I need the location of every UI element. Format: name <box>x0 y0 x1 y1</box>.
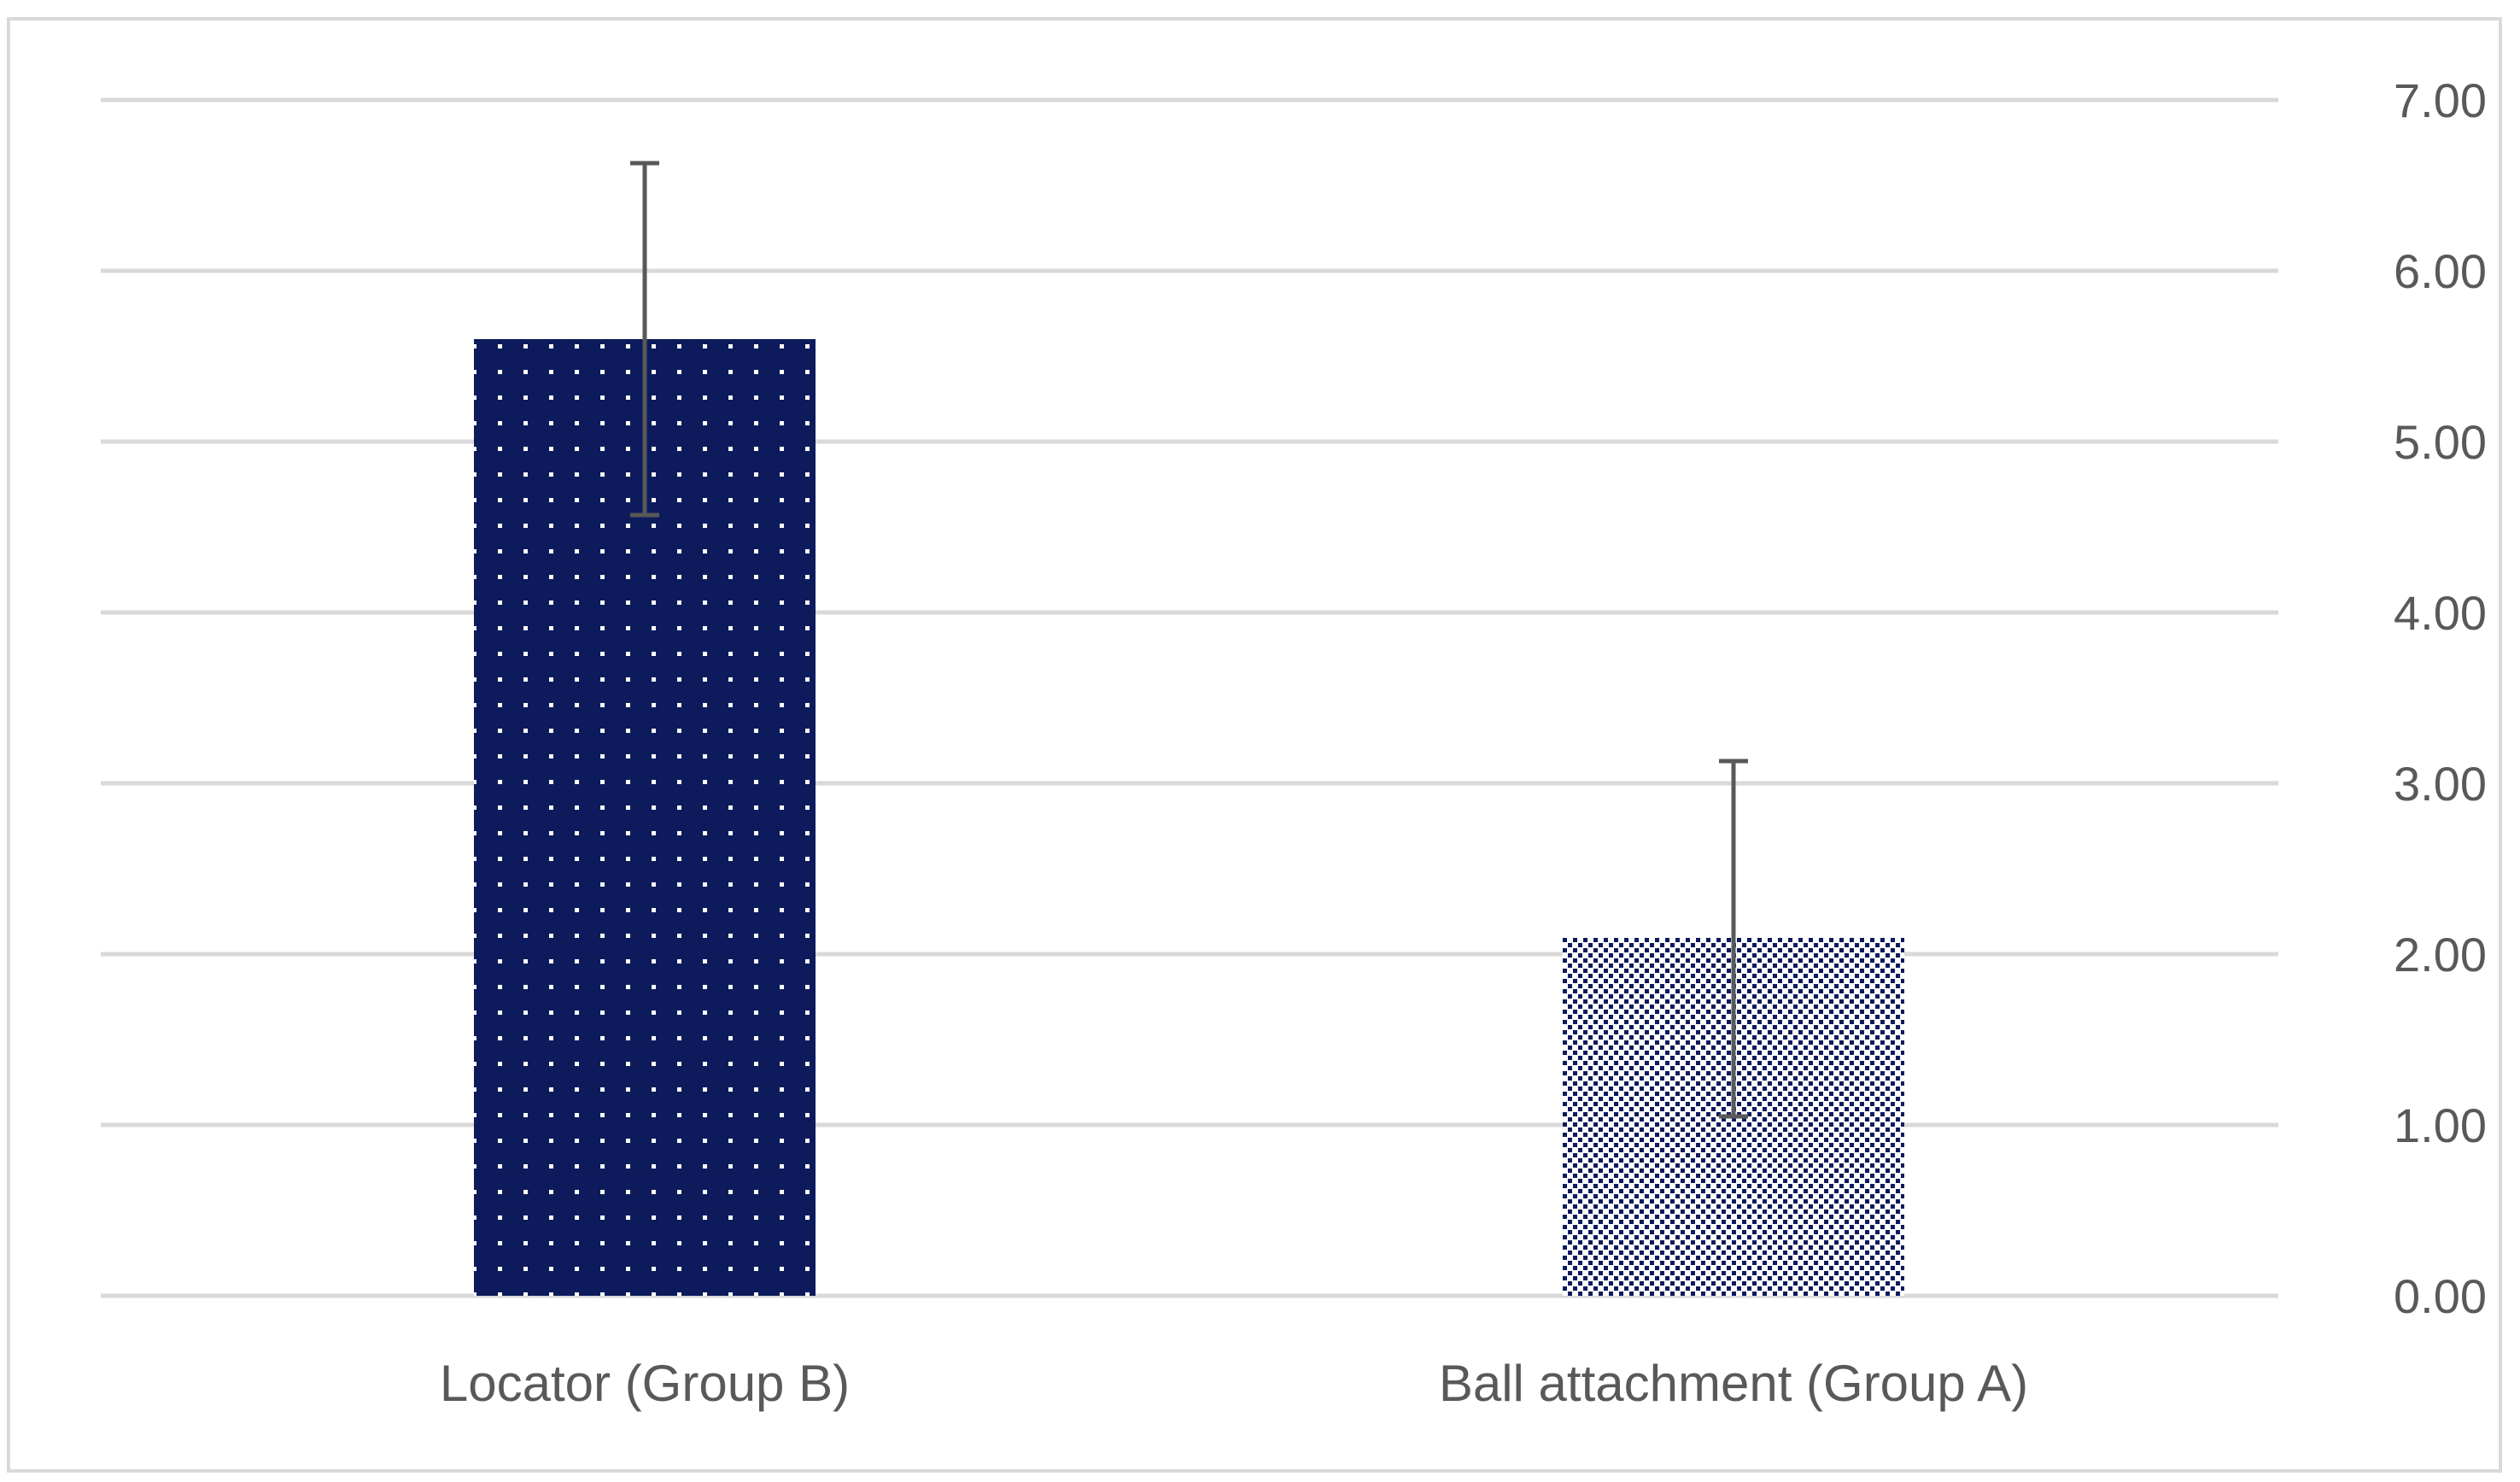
x-category-label: Locator (Group B) <box>440 1355 850 1412</box>
gridlines <box>101 97 2278 1298</box>
y-tick-label: 1.00 <box>2394 1098 2487 1152</box>
error-bar <box>1719 759 1748 1119</box>
error-bars <box>630 161 1748 1119</box>
x-axis-category-labels: Locator (Group B) Ball attachment (Group … <box>440 1355 2028 1412</box>
x-category-label: Ball attachment (Group A) <box>1439 1355 2028 1412</box>
y-tick-label: 2.00 <box>2394 928 2487 981</box>
y-tick-label: 5.00 <box>2394 415 2487 469</box>
y-tick-label: 4.00 <box>2394 586 2487 640</box>
y-axis-tick-labels: 0.00 1.00 2.00 3.00 4.00 5.00 6.00 7.00 <box>2394 73 2487 1323</box>
y-tick-label: 6.00 <box>2394 244 2487 298</box>
chart-frame <box>7 17 2502 1473</box>
y-tick-label: 7.00 <box>2394 73 2487 127</box>
error-bar <box>630 161 659 518</box>
y-tick-label: 3.00 <box>2394 757 2487 811</box>
y-tick-label: 0.00 <box>2394 1269 2487 1323</box>
